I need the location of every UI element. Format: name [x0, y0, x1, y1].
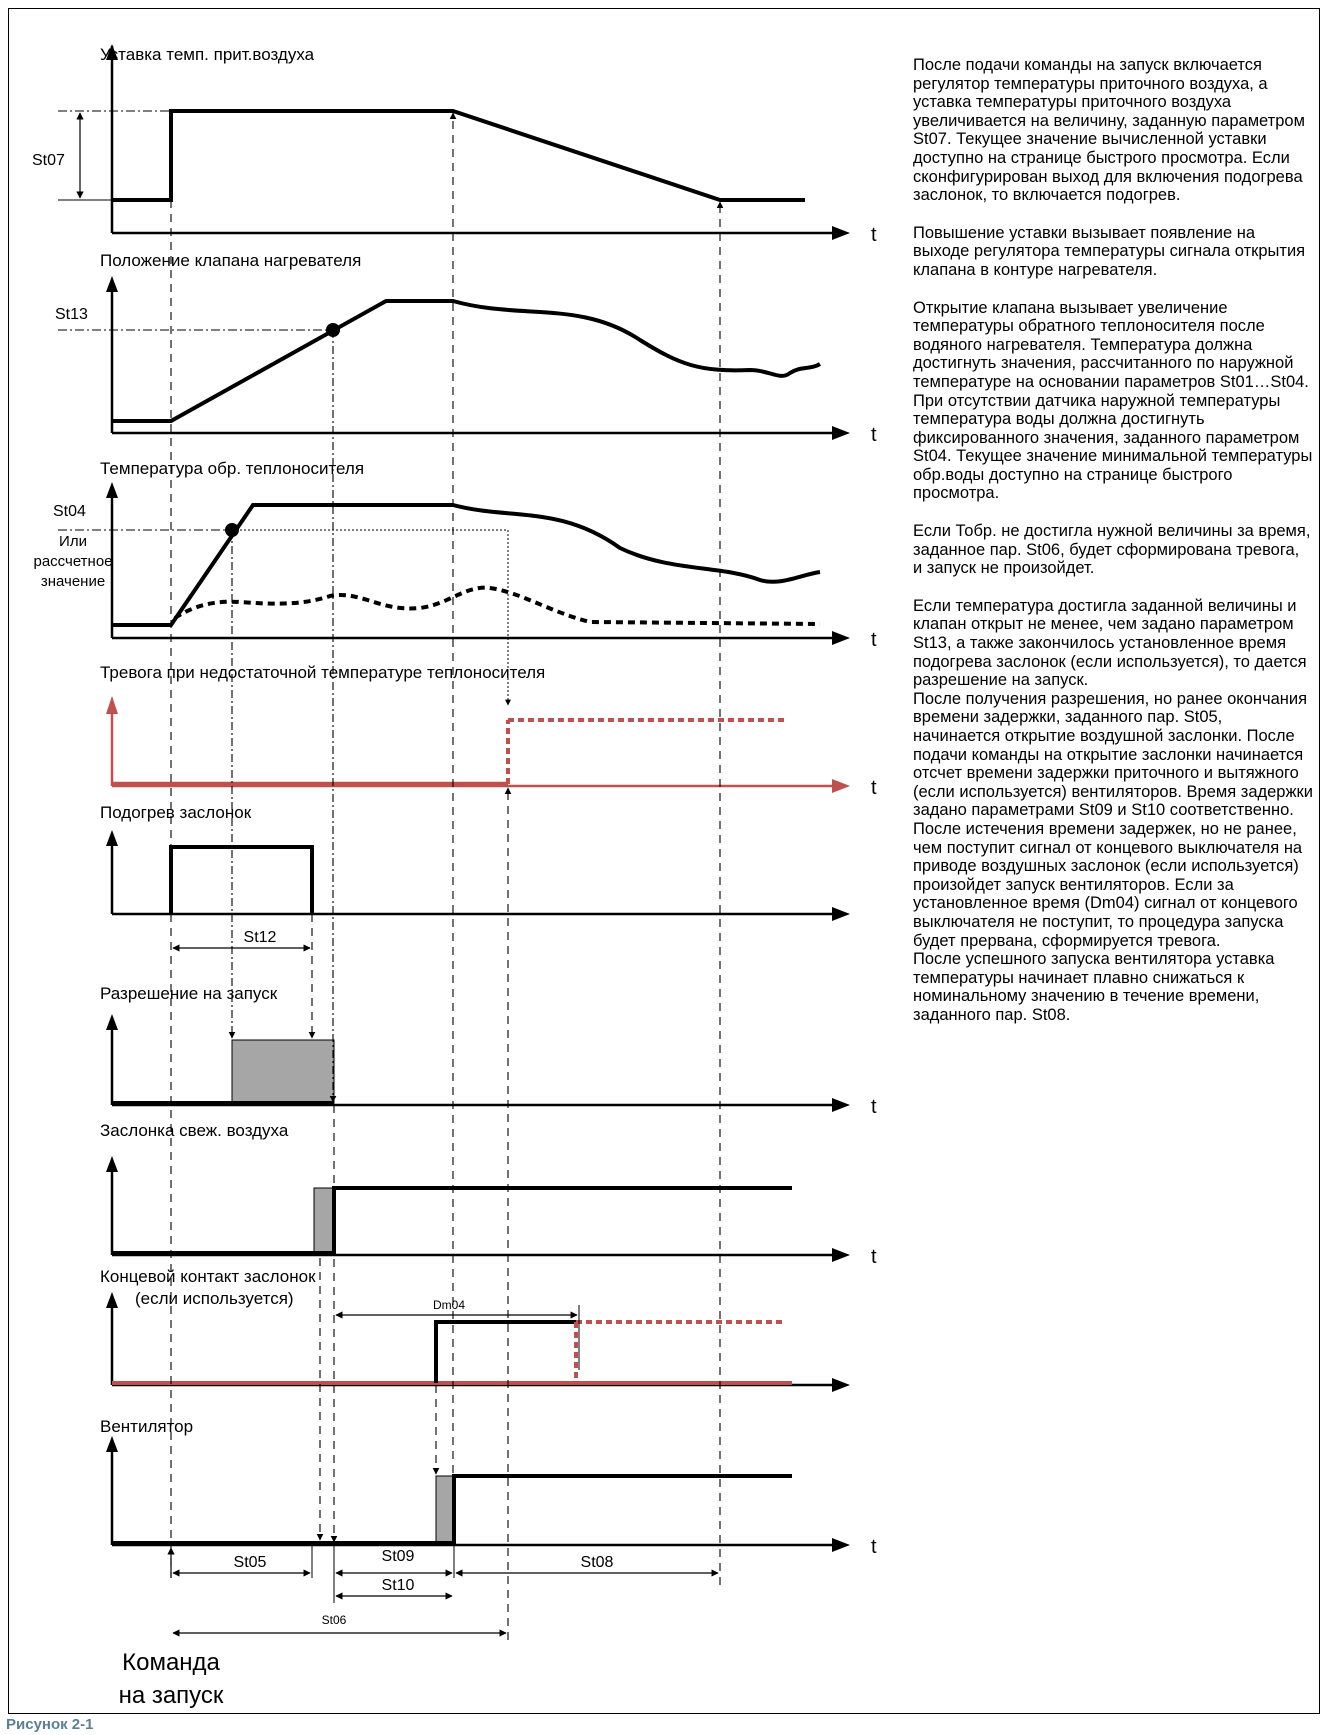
- note-paragraph: После получения разрешения, но ранее око…: [913, 690, 1313, 820]
- switch-signal: [436, 1322, 576, 1383]
- setpoint-curve: [112, 111, 805, 200]
- st08-label: St08: [581, 1554, 614, 1571]
- note-paragraph: Если температура достигла заданной велич…: [913, 597, 1313, 690]
- intervals: [173, 1573, 718, 1633]
- dm04-label: Dm04: [433, 1298, 465, 1312]
- axis-t-label: t: [871, 224, 877, 246]
- note-paragraph: Если Тобр. не достигла нужной величины з…: [913, 522, 1313, 578]
- permission-block: [232, 1040, 334, 1103]
- panel-title: Вентилятор: [100, 1417, 193, 1436]
- description-notes: После подачи команды на запуск включаетс…: [913, 56, 1313, 1025]
- note-paragraph: После подачи команды на запуск включаетс…: [913, 56, 1313, 205]
- panel-title: Заслонка свеж. воздуха: [100, 1121, 289, 1140]
- st07-label: St07: [32, 152, 65, 169]
- axis-t-label: t: [871, 424, 877, 446]
- panel-title: Уставка темп. прит.воздуха: [100, 45, 315, 64]
- panel-title: Подогрев заслонок: [100, 803, 252, 822]
- panel-damper-heating: Подогрев заслонок St12: [100, 803, 850, 948]
- axis-t-label: t: [871, 1536, 877, 1558]
- svg-text:значение: значение: [41, 573, 105, 590]
- note-paragraph: После успешного запуска вентилятора уста…: [913, 950, 1313, 1024]
- panel-title: Тревога при недостаточной температуре те…: [100, 663, 545, 682]
- st05-label: St05: [234, 1554, 267, 1571]
- panel-alarm: Тревога при недостаточной температуре те…: [100, 663, 877, 799]
- st10-label: St10: [382, 1577, 415, 1594]
- st06-label: St06: [322, 1613, 347, 1627]
- panel-valve: Положение клапана нагревателя t St13: [55, 251, 877, 446]
- axis-t-label: t: [871, 777, 877, 799]
- heating-pulse: [171, 847, 312, 914]
- valve-curve: [112, 301, 820, 421]
- note-paragraph: Повышение уставки вызывает появление на …: [913, 224, 1313, 280]
- st13-label: St13: [55, 306, 88, 323]
- start-label-line1: Команда: [122, 1649, 220, 1676]
- figure-caption: Рисунок 2-1: [6, 1716, 94, 1733]
- start-label-line2: на запуск: [119, 1682, 224, 1709]
- svg-text:рассчетное: рассчетное: [33, 553, 112, 570]
- svg-text:Или: Или: [59, 533, 87, 550]
- axis-t-label: t: [871, 1246, 877, 1268]
- st09-label: St09: [382, 1548, 415, 1565]
- st04-label: St04: [53, 503, 86, 520]
- panel-subtitle: (если используется): [135, 1289, 294, 1308]
- panel-start-permission: Разрешение на запуск t: [100, 984, 877, 1118]
- damper-curve: [112, 1188, 792, 1253]
- panel-setpoint: Уставка темп. прит.воздуха t St07: [32, 44, 877, 246]
- panel-fresh-air-damper: Заслонка свеж. воздуха t: [100, 1121, 877, 1268]
- panel-title: Температура обр. теплоносителя: [100, 459, 364, 478]
- panel-title: Положение клапана нагревателя: [100, 251, 361, 270]
- note-paragraph: После истечения времени задержек, но не …: [913, 820, 1313, 950]
- return-temp-curve: [112, 505, 820, 625]
- panel-title: Разрешение на запуск: [100, 984, 278, 1003]
- fan-curve: [112, 1476, 792, 1543]
- min-temp-curve: [175, 588, 820, 624]
- panel-end-switch: Концевой контакт заслонок (если использу…: [100, 1267, 850, 1392]
- panel-title: Концевой контакт заслонок: [100, 1267, 316, 1286]
- axis-t-label: t: [871, 1096, 877, 1118]
- st12-label: St12: [244, 929, 277, 946]
- fan-delay-block: [436, 1476, 454, 1543]
- damper-opening-block: [314, 1188, 334, 1253]
- panel-fan: Вентилятор t: [100, 1417, 877, 1558]
- timing-guides: [171, 113, 720, 1640]
- axis-t-label: t: [871, 629, 877, 651]
- note-paragraph: Открытие клапана вызывает увеличение тем…: [913, 299, 1313, 504]
